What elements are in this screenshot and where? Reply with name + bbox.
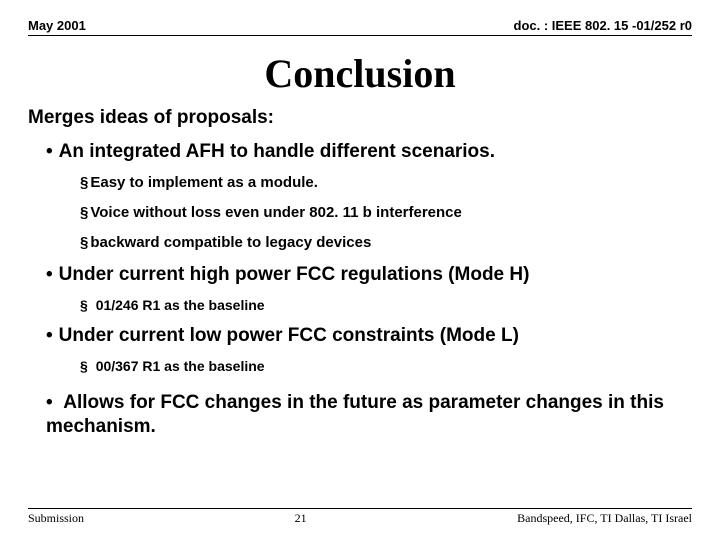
slide-page: May 2001 doc. : IEEE 802. 15 -01/252 r0 … [0,0,720,540]
bullet-dot-icon: • [46,264,53,285]
bullet-dot-icon: • [46,325,53,346]
bullet-2-sub-1: § 01/246 R1 as the baseline [80,297,692,314]
bullet-1-sub-2-text: Voice without loss even under 802. 11 b … [90,204,462,221]
bullet-4-text: Allows for FCC changes in the future as … [46,392,664,437]
header-date: May 2001 [28,18,86,33]
bullet-1-text: An integrated AFH to handle different sc… [59,141,495,162]
bullet-1: • An integrated AFH to handle different s… [46,141,692,164]
square-bullet-icon: § [80,358,88,374]
slide-title: Conclusion [28,50,692,97]
square-bullet-icon: § [80,174,88,191]
bullet-3-sub-1-text: 00/367 R1 as the baseline [96,358,265,374]
bullet-1-sub-2: §Voice without loss even under 802. 11 b… [80,204,692,222]
bullet-3-text: Under current low power FCC constraints … [59,325,519,346]
square-bullet-icon: § [80,234,88,251]
bullet-2-text: Under current high power FCC regulations… [59,264,530,285]
square-bullet-icon: § [80,297,88,313]
bullet-2-sub-1-text: 01/246 R1 as the baseline [96,297,265,313]
footer-right: Bandspeed, IFC, TI Dallas, TI Israel [517,511,692,526]
header-docnum: doc. : IEEE 802. 15 -01/252 r0 [514,18,693,33]
footer-pagenum: 21 [295,511,307,526]
intro-line: Merges ideas of proposals: [28,107,692,129]
bullet-dot-icon: • [46,392,53,413]
bullet-2: • Under current high power FCC regulation… [46,264,692,287]
bullet-4: • Allows for FCC changes in the future a… [46,391,692,439]
header: May 2001 doc. : IEEE 802. 15 -01/252 r0 [28,18,692,36]
bullet-3: • Under current low power FCC constraints… [46,325,692,348]
bullet-1-sub-1-text: Easy to implement as a module. [90,174,318,191]
footer-left: Submission [28,511,84,526]
footer: Submission 21 Bandspeed, IFC, TI Dallas,… [28,508,692,526]
content-area: Conclusion Merges ideas of proposals: •A… [28,36,692,508]
bullet-1-sub-3: §backward compatible to legacy devices [80,234,692,252]
bullet-3-sub-1: § 00/367 R1 as the baseline [80,358,692,375]
bullet-1-sub-1: §Easy to implement as a module. [80,174,692,192]
bullet-1-sub-3-text: backward compatible to legacy devices [90,234,371,251]
bullet-dot-icon: • [46,141,53,162]
square-bullet-icon: § [80,204,88,221]
